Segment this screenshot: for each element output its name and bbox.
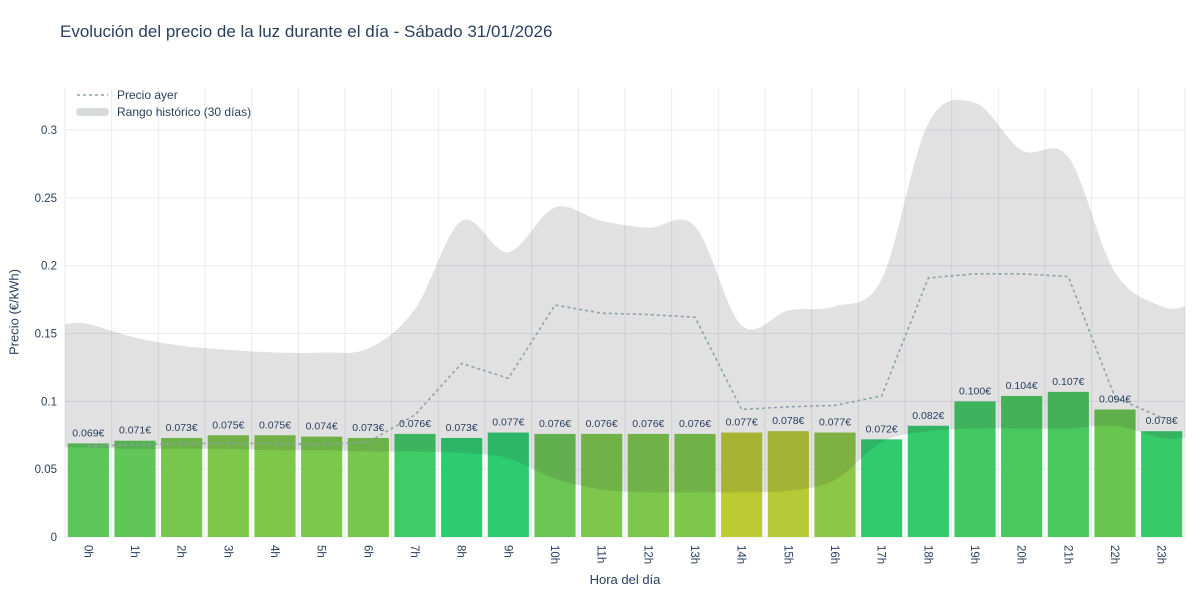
bar-value-label-16h: 0.077€ [819,417,851,429]
x-axis-title: Hora del día [589,572,661,587]
legend-item-rango-historico[interactable]: Rango histórico (30 días) [76,105,251,119]
y-tick-0.1: 0.1 [41,396,57,408]
x-tick-13h: 13h [688,545,700,564]
y-tick-0.15: 0.15 [35,329,57,341]
x-tick-19h: 19h [968,545,980,564]
y-tick-0.25: 0.25 [35,193,57,205]
x-tick-10h: 10h [548,545,560,564]
historic-range-band [65,99,1185,493]
bar-value-label-4h: 0.075€ [259,419,291,431]
dashed-line-icon [77,94,108,96]
bar-20h [1001,395,1043,537]
bar-1h [114,440,156,537]
x-tick-23h: 23h [1155,545,1167,564]
bar-7h [394,433,436,537]
bar-value-label-11h: 0.076€ [586,418,618,430]
bar-9h [487,432,529,537]
bar-value-label-19h: 0.100€ [959,385,991,397]
bar-value-label-23h: 0.078€ [1146,415,1178,427]
x-tick-22h: 22h [1108,545,1120,564]
y-tick-0.3: 0.3 [41,125,57,137]
bar-value-label-1h: 0.071€ [119,425,151,437]
bar-23h [1141,431,1183,537]
bar-value-label-20h: 0.104€ [1006,380,1038,392]
y-tick-0.2: 0.2 [41,261,57,273]
bar-value-label-9h: 0.077€ [492,417,524,429]
bar-12h [627,433,669,537]
bar-value-label-8h: 0.073€ [446,422,478,434]
bar-10h [534,433,576,537]
bar-16h [814,432,856,537]
bar-value-label-6h: 0.073€ [352,422,384,434]
bar-value-label-12h: 0.076€ [632,418,664,430]
bar-value-label-0h: 0.069€ [72,427,104,439]
x-tick-2h: 2h [175,545,187,558]
x-tick-12h: 12h [641,545,653,564]
x-tick-0h: 0h [81,545,93,558]
x-tick-15h: 15h [781,545,793,564]
bar-value-label-17h: 0.072€ [866,423,898,435]
bar-value-label-3h: 0.075€ [212,419,244,431]
x-tick-5h: 5h [315,545,327,558]
x-tick-3h: 3h [221,545,233,558]
bar-8h [441,437,483,537]
x-tick-1h: 1h [128,545,140,558]
bar-22h [1094,409,1136,537]
bar-15h [767,431,809,537]
bar-value-label-7h: 0.076€ [399,418,431,430]
chart-legend: Precio ayer Rango histórico (30 días) [76,88,251,119]
bar-13h [674,433,716,537]
x-tick-4h: 4h [268,545,280,558]
x-tick-7h: 7h [408,545,420,558]
bar-value-label-10h: 0.076€ [539,418,571,430]
bar-6h [347,437,389,537]
x-tick-20h: 20h [1015,545,1027,564]
bar-19h [954,401,996,537]
yesterday-price-line [88,273,1162,447]
bar-value-label-22h: 0.094€ [1099,393,1131,405]
bar-value-label-18h: 0.082€ [912,410,944,422]
bar-value-label-13h: 0.076€ [679,418,711,430]
bar-0h [67,443,109,537]
x-tick-14h: 14h [735,545,747,564]
y-tick-0.05: 0.05 [35,464,57,476]
bar-21h [1047,391,1089,537]
x-tick-11h: 11h [595,545,607,563]
bar-value-label-5h: 0.074€ [306,421,338,433]
bar-17h [861,439,903,537]
bar-2h [161,437,203,537]
bar-value-label-15h: 0.078€ [772,415,804,427]
band-icon [76,108,109,116]
x-tick-21h: 21h [1061,545,1073,564]
x-tick-17h: 17h [875,545,887,564]
bar-value-label-14h: 0.077€ [726,417,758,429]
x-tick-8h: 8h [455,545,467,558]
y-axis-title: Precio (€/kWh) [6,269,22,355]
bar-3h [207,435,249,537]
bar-value-label-2h: 0.073€ [166,422,198,434]
bar-11h [581,433,623,537]
x-tick-16h: 16h [828,545,840,564]
legend-label-precio-ayer: Precio ayer [117,88,178,102]
bar-4h [254,435,296,537]
bar-value-label-21h: 0.107€ [1052,376,1084,388]
bar-18h [907,425,949,537]
bar-5h [301,436,343,537]
legend-item-precio-ayer[interactable]: Precio ayer [76,88,251,102]
x-tick-9h: 9h [501,545,513,558]
x-tick-18h: 18h [921,545,933,564]
bar-14h [721,432,763,537]
legend-label-rango-historico: Rango histórico (30 días) [117,105,252,119]
page-title: Evolución del precio de la luz durante e… [60,22,553,41]
y-tick-0: 0 [51,532,57,544]
x-tick-6h: 6h [361,545,373,558]
